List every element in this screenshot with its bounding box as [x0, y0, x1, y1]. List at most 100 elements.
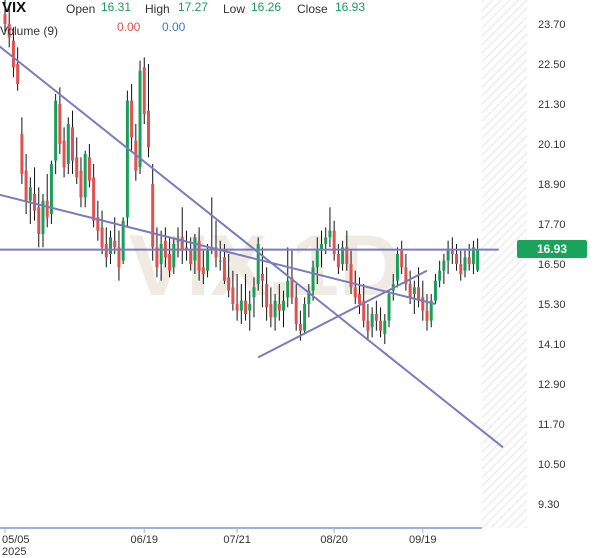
candle-body	[231, 287, 235, 304]
candle-body	[189, 250, 193, 264]
candle-body	[467, 257, 471, 264]
y-tick-label: 15.30	[538, 299, 566, 311]
high-value: 17.27	[178, 0, 209, 14]
candle-body	[412, 287, 416, 294]
candle-body	[197, 240, 201, 271]
candle-body	[438, 270, 442, 281]
candle-body	[290, 277, 294, 298]
candle-body	[11, 40, 15, 68]
candle-body	[168, 254, 172, 271]
candle-body	[442, 260, 446, 271]
candle-body	[20, 134, 24, 174]
y-tick-label: 21.30	[538, 99, 566, 111]
candle-body	[277, 304, 281, 311]
y-tick-label: 10.50	[538, 459, 566, 471]
candle-body	[294, 297, 298, 324]
candle-body	[408, 284, 412, 298]
candle-body	[421, 297, 425, 311]
candle-body	[222, 257, 226, 281]
candle-body	[345, 247, 349, 264]
candle-body	[7, 24, 11, 38]
last-price-tag: 16.93	[517, 240, 587, 258]
candle-body	[24, 170, 28, 201]
candle-body	[341, 247, 345, 264]
candle-body	[282, 300, 286, 311]
volume-value-2: 0.00	[162, 20, 186, 34]
open-label: Open	[66, 2, 96, 16]
candle-body	[446, 250, 450, 261]
y-tick-label: 12.90	[538, 379, 566, 391]
close-label: Close	[297, 2, 328, 16]
candle-body	[151, 184, 155, 248]
candle-body	[353, 287, 357, 298]
x-tick-label: 05/05	[2, 534, 30, 546]
candle-body	[298, 324, 302, 331]
y-tick-label: 17.70	[538, 219, 566, 231]
y-tick-label: 11.70	[538, 419, 565, 431]
candle-body	[130, 100, 134, 138]
candle-body	[227, 277, 231, 291]
candle-body	[239, 300, 243, 311]
x-tick-label: 07/21	[223, 534, 251, 546]
trendline	[0, 45, 504, 449]
candle-body	[3, 14, 7, 24]
x-tick-label: 09/19	[409, 534, 437, 546]
candle-body	[303, 304, 307, 331]
candle-body	[417, 287, 421, 301]
open-value: 16.31	[101, 0, 132, 14]
candle-body	[336, 254, 340, 268]
candle-body	[459, 264, 463, 274]
candle-body	[248, 304, 252, 311]
candle-body	[320, 244, 323, 251]
candle-body	[324, 237, 328, 244]
low-value: 16.26	[251, 0, 282, 14]
candle-body	[269, 304, 273, 318]
candle-body	[362, 300, 366, 321]
candle-body	[265, 284, 269, 308]
candle-body	[180, 237, 184, 251]
low-label: Low	[223, 2, 246, 16]
y-tick-label: 22.50	[538, 59, 566, 71]
candle-body	[256, 244, 260, 284]
candle-body	[286, 280, 290, 298]
candle-body	[273, 300, 277, 318]
candle-body	[400, 250, 404, 268]
candle-body	[332, 230, 336, 254]
candle-body	[370, 314, 374, 328]
candle-body	[172, 244, 176, 268]
candle-body	[125, 100, 129, 218]
candle-body	[244, 300, 248, 314]
candle-body	[75, 157, 79, 178]
candle-body	[429, 300, 433, 321]
candle-body	[45, 200, 49, 218]
candle-body	[260, 274, 264, 281]
candle-body	[159, 244, 163, 264]
candle-body	[455, 254, 459, 264]
candle-body	[49, 164, 53, 214]
volume-label[interactable]: Volume (9)	[0, 24, 59, 38]
candle-body	[307, 290, 311, 304]
candle-body	[37, 207, 41, 234]
candle-body	[450, 250, 454, 254]
candle-body	[100, 227, 104, 248]
candle-body	[109, 237, 112, 254]
candle-body	[425, 310, 429, 321]
candle-body	[471, 247, 475, 264]
y-tick-label: 20.10	[538, 139, 566, 151]
high-label: High	[145, 2, 170, 16]
candle-body	[311, 267, 315, 291]
candle-body	[83, 154, 87, 198]
candle-body	[395, 254, 399, 281]
future-area	[482, 0, 527, 528]
trendline	[257, 269, 428, 359]
candle-body	[117, 247, 121, 268]
volume-value-1: 0.00	[117, 20, 141, 34]
candle-body	[387, 294, 391, 321]
candle-body	[383, 320, 387, 334]
candle-body	[206, 250, 210, 271]
candle-body	[92, 177, 96, 221]
candle-body	[54, 100, 58, 161]
candle-body	[433, 280, 437, 301]
symbol-label: VIX	[2, 0, 27, 16]
